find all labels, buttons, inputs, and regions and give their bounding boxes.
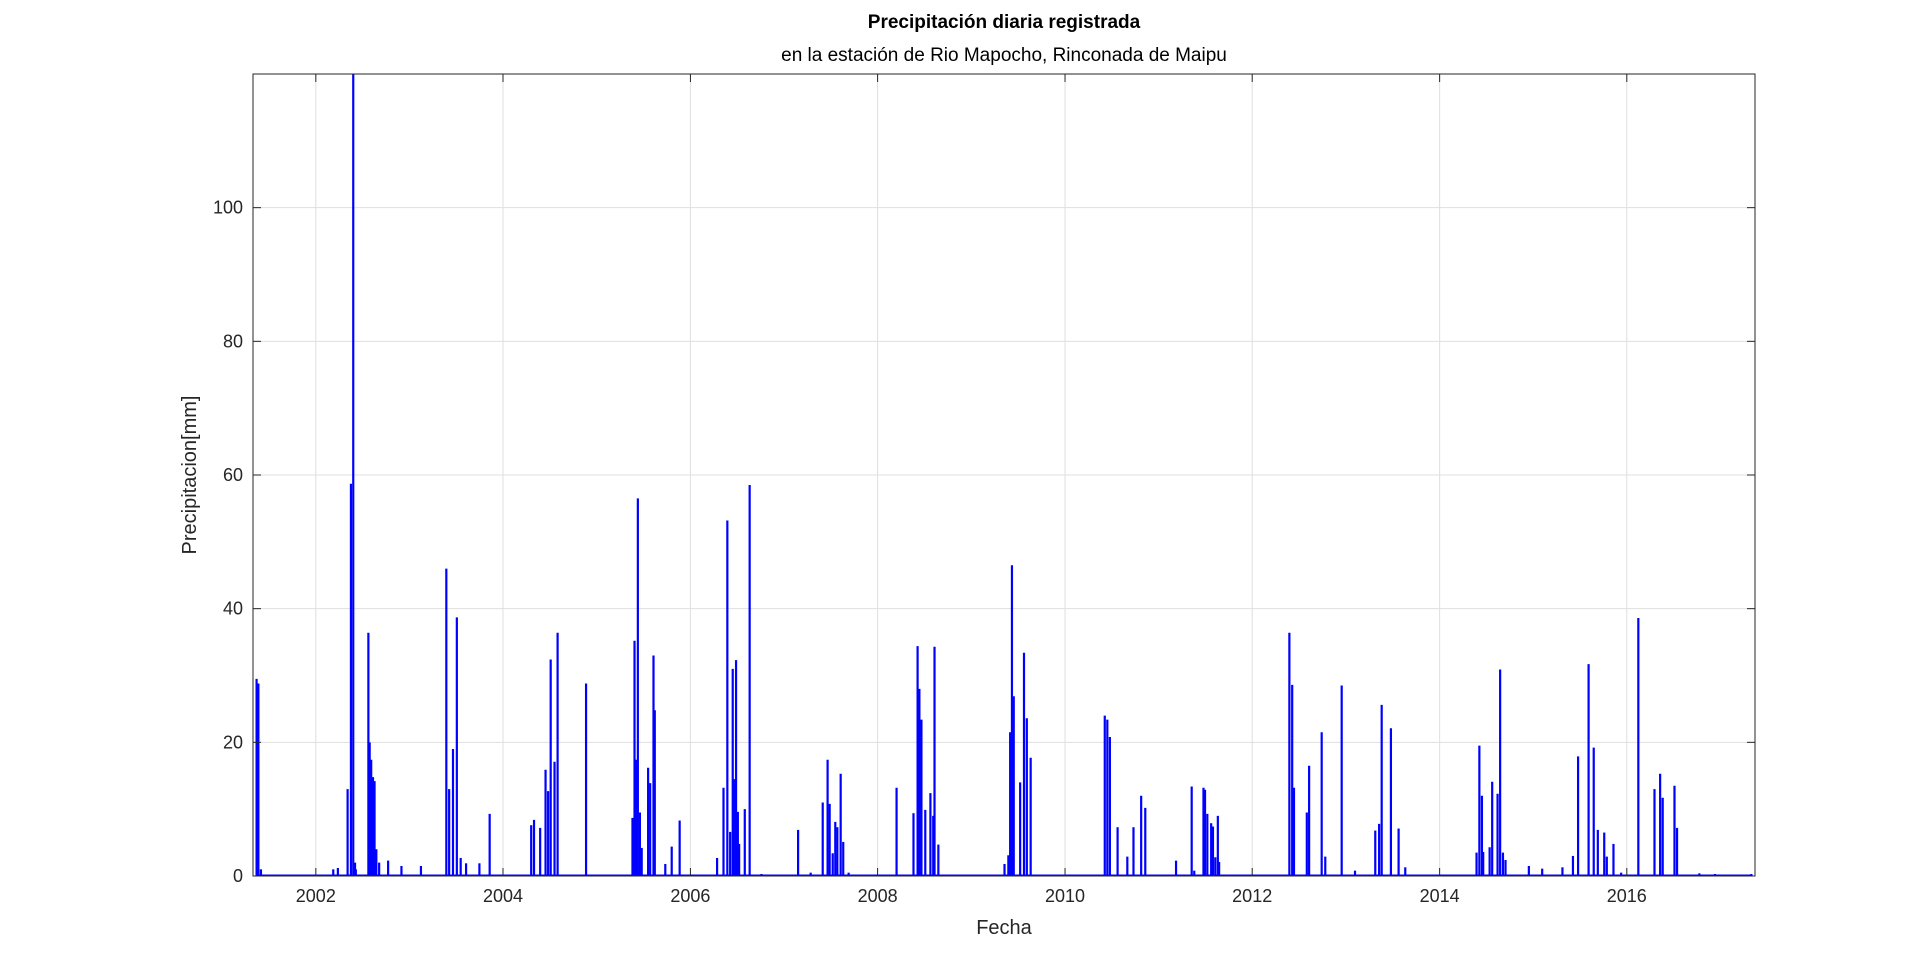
x-tick-label: 2010 <box>1045 886 1085 906</box>
data-series <box>255 74 1753 877</box>
y-tick-label: 20 <box>223 732 243 752</box>
y-tick-label: 0 <box>233 866 243 886</box>
chart-title: Precipitación diaria registrada <box>868 12 1141 33</box>
y-tick-label: 40 <box>223 599 243 619</box>
y-tick-label: 80 <box>223 331 243 351</box>
x-tick-label: 2006 <box>670 886 710 906</box>
axis-ticks: 2002 2004 2006 2008 2010 2012 2014 2016 0 20 40 60 8… <box>213 74 1755 906</box>
x-tick-label: 2004 <box>483 886 523 906</box>
chart-subtitle: en la estación de Rio Mapocho, Rinconada… <box>781 45 1227 66</box>
y-axis-label: Precipitacion[mm] <box>179 396 201 555</box>
x-tick-label: 2008 <box>858 886 898 906</box>
y-tick-label: 100 <box>213 198 243 218</box>
x-tick-label: 2016 <box>1607 886 1647 906</box>
grid-lines <box>253 74 1755 877</box>
x-tick-label: 2014 <box>1420 886 1460 906</box>
x-axis-label: Fecha <box>976 917 1032 939</box>
x-tick-label: 2002 <box>296 886 336 906</box>
x-tick-label: 2012 <box>1232 886 1272 906</box>
y-tick-label: 60 <box>223 465 243 485</box>
